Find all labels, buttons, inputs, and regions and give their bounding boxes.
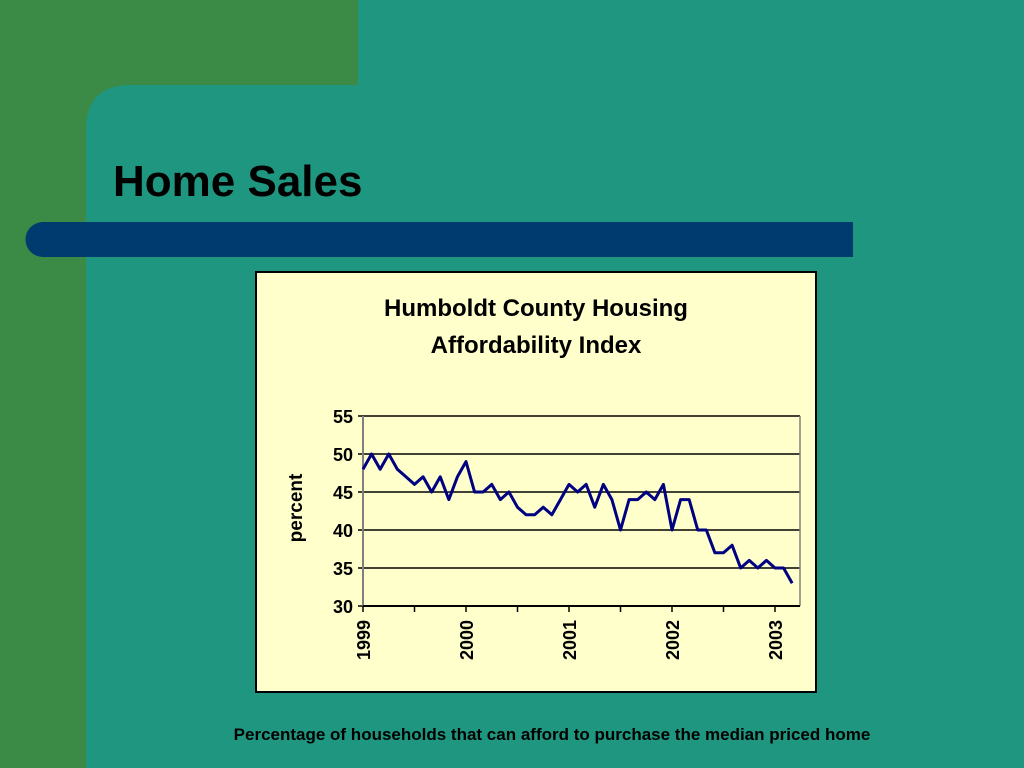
y-tick-label: 35 — [333, 559, 353, 579]
x-tick-label: 1999 — [354, 620, 374, 660]
caption: Percentage of households that can afford… — [234, 725, 871, 744]
data-line — [361, 452, 794, 584]
x-tick-label: 2003 — [766, 620, 786, 660]
chart-box — [255, 271, 817, 693]
y-tick-label: 55 — [333, 407, 353, 427]
y-tick-label: 45 — [333, 483, 353, 503]
x-tick-label: 2002 — [663, 620, 683, 660]
y-tick-label: 30 — [333, 597, 353, 617]
y-tick-label: 50 — [333, 445, 353, 465]
x-tick-label: 2000 — [457, 620, 477, 660]
y-tick-label: 40 — [333, 521, 353, 541]
y-axis-label: percent — [286, 473, 307, 542]
chart-title: Humboldt County Housing Affordability In… — [384, 295, 688, 359]
title-bar — [25, 222, 853, 257]
x-tick-label: 2001 — [560, 620, 580, 660]
slide-title: Home Sales — [113, 157, 362, 206]
